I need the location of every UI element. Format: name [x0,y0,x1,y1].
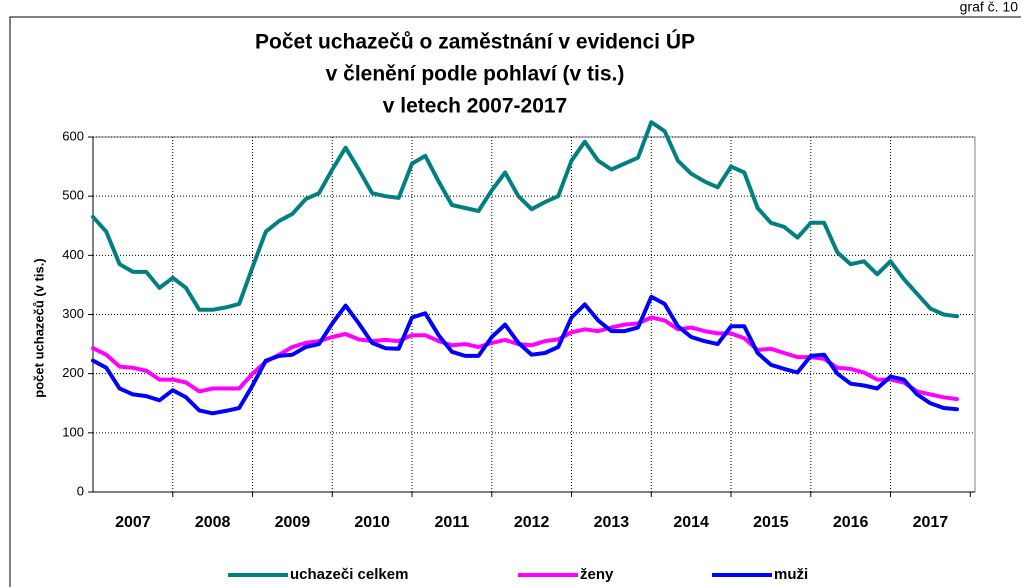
x-tick-label: 2009 [275,514,311,531]
series-line [91,294,959,416]
x-tick-label: 2017 [913,514,949,531]
legend-label: uchazeči celkem [290,566,408,583]
caption: graf č. 10 [960,0,1019,15]
x-tick-label: 2014 [673,514,709,531]
chart-title: v letech 2007-2017 [383,95,567,118]
x-tick-label: 2015 [753,514,789,531]
y-tick-label: 100 [62,424,84,439]
legend-label: muži [774,566,808,583]
x-tick-label: 2008 [195,514,231,531]
x-tick-label: 2012 [514,514,550,531]
chart-title: v členění podle pohlaví (v tis.) [326,63,625,86]
chart-title: Počet uchazečů o zaměstnání v evidenci Ú… [255,30,695,54]
x-tick-label: 2016 [833,514,869,531]
y-tick-label: 600 [62,128,84,143]
y-tick-label: 500 [62,188,84,203]
y-tick-label: 200 [62,365,84,380]
legend-label: ženy [580,566,614,583]
y-axis-label: počet uchazečů (v tis.) [31,258,46,397]
x-tick-label: 2007 [115,514,151,531]
y-tick-label: 300 [62,306,84,321]
x-tick-label: 2010 [354,514,390,531]
x-tick-label: 2013 [594,514,630,531]
y-tick-label: 400 [62,247,84,262]
x-tick-label: 2011 [435,514,470,531]
y-tick-label: 0 [77,483,84,498]
series-line [91,120,959,319]
